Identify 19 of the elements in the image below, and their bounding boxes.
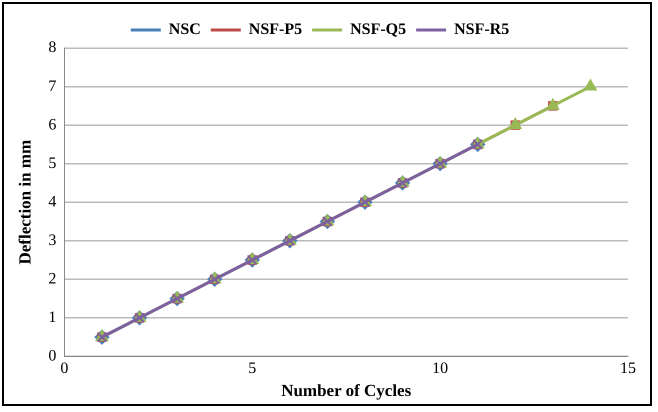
legend-label: NSF-R5: [454, 21, 510, 38]
x-tick-label: 15: [620, 360, 636, 378]
x-tick-label: 5: [248, 360, 256, 378]
y-tick-label: 2: [48, 270, 56, 288]
y-tick-label: 1: [48, 309, 56, 326]
x-axis-title: Number of Cycles: [281, 381, 412, 400]
x-tick-label: 0: [60, 360, 68, 378]
y-tick-label: 7: [48, 78, 56, 95]
y-tick-label: 4: [48, 193, 56, 210]
y-tick-label: 8: [48, 39, 56, 56]
y-axis-title: Deflection in mm: [16, 140, 35, 265]
legend-label: NSC: [168, 21, 201, 38]
legend-label: NSF-Q5: [350, 21, 406, 38]
legend-label: NSF-P5: [248, 21, 302, 38]
x-tick-label: 10: [432, 360, 448, 378]
y-tick-label: 5: [48, 154, 56, 172]
y-tick-label: 0: [48, 348, 56, 365]
y-tick-label: 3: [48, 232, 56, 249]
y-tick-label: 6: [48, 116, 56, 134]
